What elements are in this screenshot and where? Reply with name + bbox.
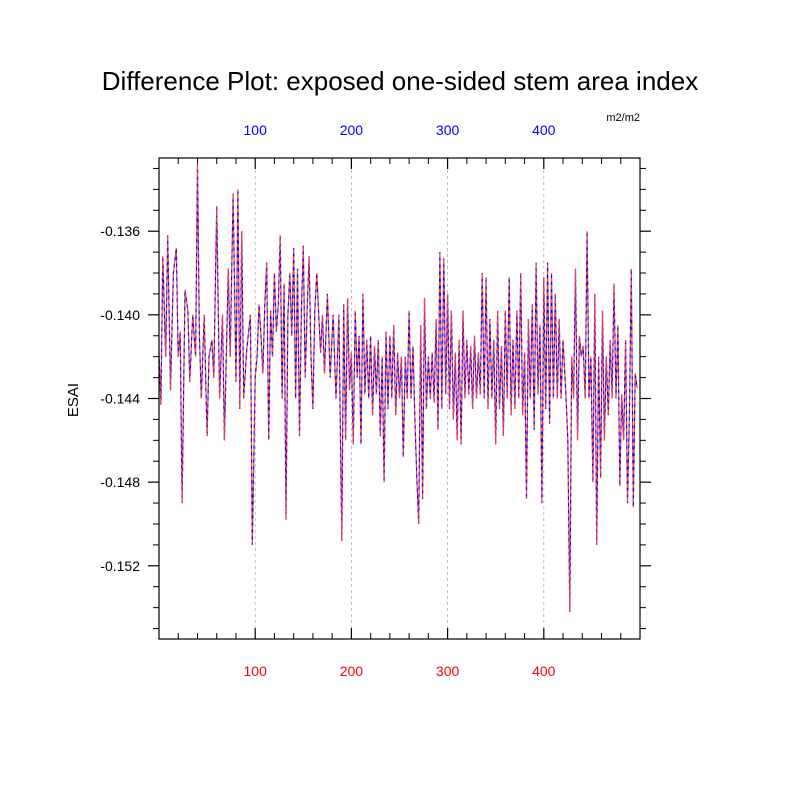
x-tick-label-bottom: 300 (436, 663, 460, 679)
y-tick-label: -0.140 (100, 307, 140, 323)
x-tick-label-top: 100 (244, 122, 268, 138)
x-tick-label-top: 400 (532, 122, 556, 138)
series-line-case-b (158, 164, 638, 612)
units-label: m2/m2 (606, 112, 640, 124)
series-lines (158, 164, 638, 612)
plot-frame (158, 157, 641, 640)
y-tick-label: -0.152 (100, 558, 140, 574)
y-axis-label: ESAI (65, 383, 82, 417)
x-tick-label-bottom: 400 (532, 663, 556, 679)
x-tick-label-top: 300 (436, 122, 460, 138)
x-tick-label-bottom: 200 (340, 663, 364, 679)
chart-title: Difference Plot: exposed one-sided stem … (102, 66, 698, 96)
x-tick-label-top: 200 (340, 122, 364, 138)
y-tick-label: -0.144 (100, 391, 140, 407)
y-tick-label: -0.148 (100, 474, 140, 490)
y-tick-label: -0.136 (100, 223, 140, 239)
series-line-case-a (158, 164, 638, 612)
x-tick-label-bottom: 100 (244, 663, 268, 679)
tick-labels: 100 100 200 200 300 300 400 400 -0.152 -0.148 -0.1… (100, 122, 555, 679)
axis-ticks (148, 158, 651, 639)
